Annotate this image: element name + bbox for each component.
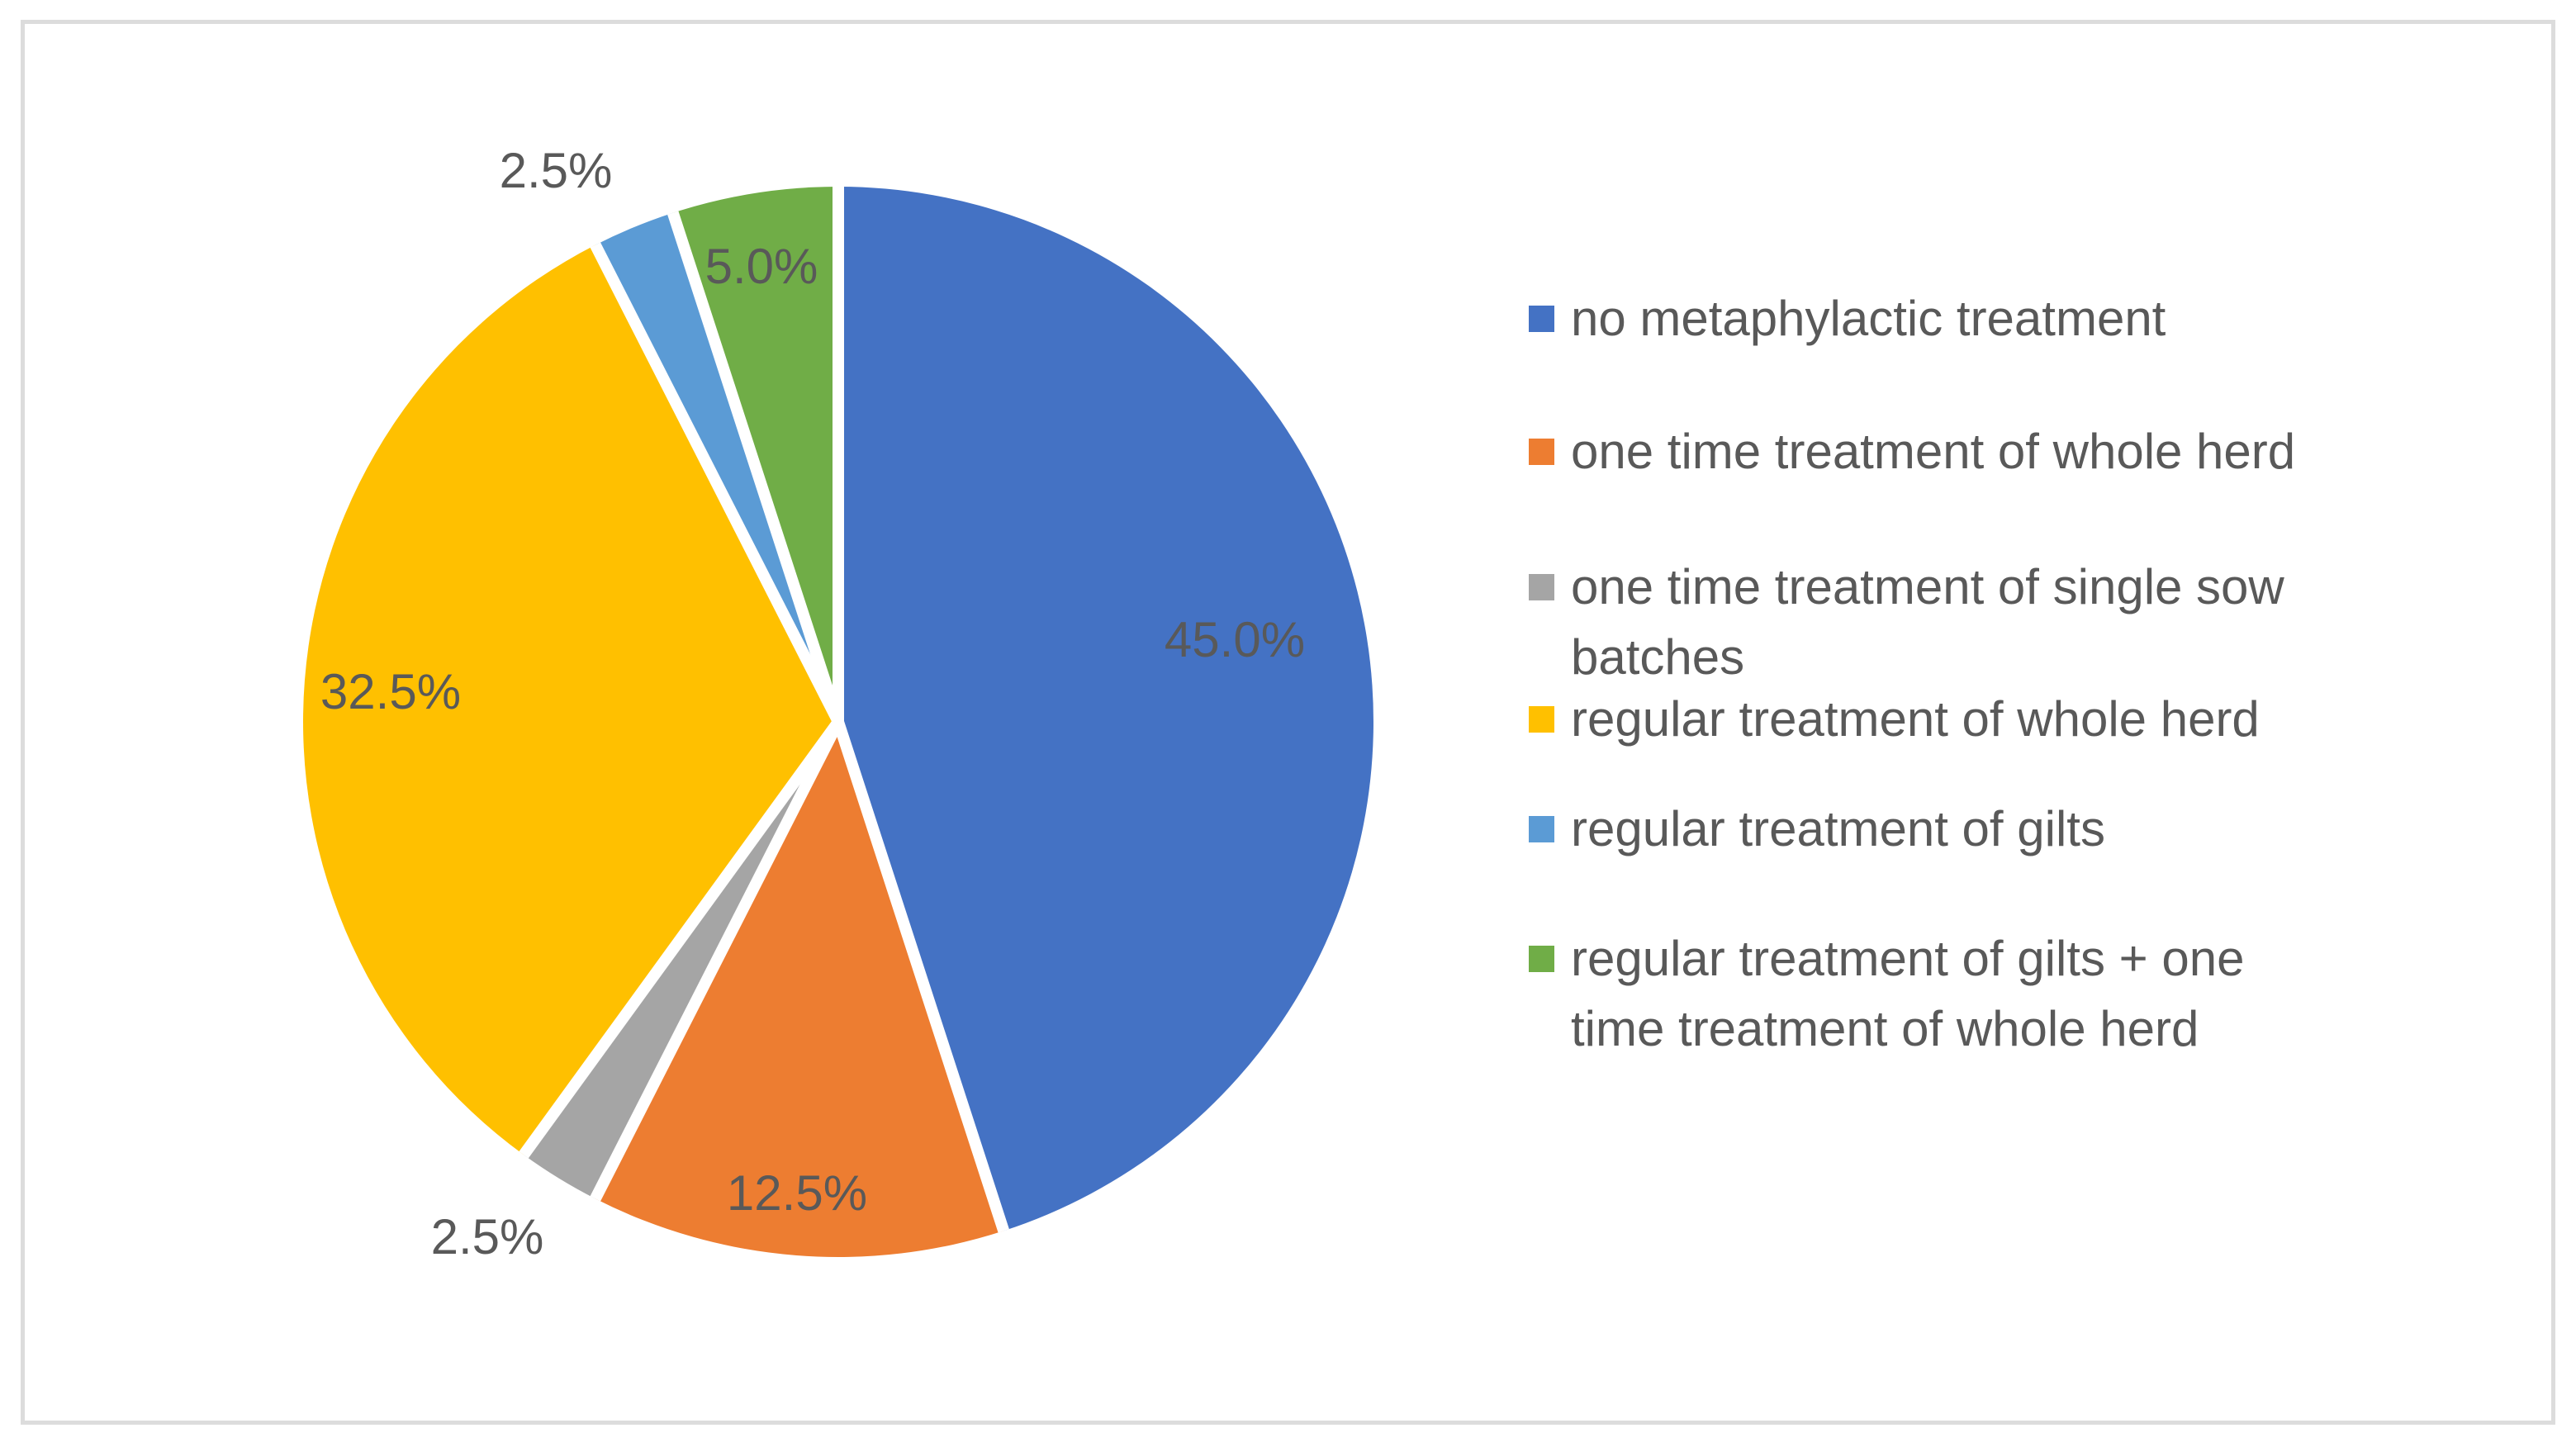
legend-swatch-icon bbox=[1529, 305, 1554, 332]
pie-slice-1 bbox=[838, 187, 1373, 1231]
legend-item-6: regular treatment of gilts + one time tr… bbox=[1529, 923, 2503, 1064]
legend-swatch-icon bbox=[1529, 815, 1554, 842]
legend-swatch-icon bbox=[1529, 438, 1554, 465]
legend-item-3: one time treatment of single sow batches bbox=[1529, 552, 2503, 692]
legend-item-label: one time treatment of single sow batches bbox=[1571, 558, 2284, 685]
slice-separator bbox=[519, 718, 843, 1159]
legend-item-label: no metaphylactic treatment bbox=[1571, 290, 2166, 346]
legend-item-label: regular treatment of gilts + one time tr… bbox=[1571, 930, 2245, 1056]
data-label-4: 32.5% bbox=[320, 664, 462, 719]
slice-separator bbox=[833, 719, 1009, 1233]
data-label-6: 5.0% bbox=[704, 239, 818, 294]
pie-slice-3 bbox=[524, 722, 838, 1199]
slice-separator bbox=[590, 242, 844, 725]
legend-swatch-icon bbox=[1529, 705, 1554, 733]
legend-item-label: one time treatment of whole herd bbox=[1571, 423, 2296, 479]
legend-swatch-icon bbox=[1529, 573, 1554, 600]
legend-item-label: regular treatment of whole herd bbox=[1571, 690, 2260, 747]
legend-item-1: no metaphylactic treatment bbox=[1529, 283, 2503, 353]
data-label-1: 45.0% bbox=[1164, 612, 1306, 667]
data-label-3: 2.5% bbox=[430, 1209, 544, 1264]
pie-slice-2 bbox=[595, 722, 1004, 1257]
legend-item-5: regular treatment of gilts bbox=[1529, 794, 2503, 864]
slice-separator bbox=[590, 719, 844, 1202]
legend-item-label: regular treatment of gilts bbox=[1571, 800, 2105, 856]
legend-item-2: one time treatment of whole herd bbox=[1529, 416, 2503, 486]
slice-separator bbox=[667, 211, 844, 724]
data-label-2: 12.5% bbox=[726, 1165, 868, 1221]
data-label-5: 2.5% bbox=[499, 143, 613, 198]
legend-item-4: regular treatment of whole herd bbox=[1529, 684, 2503, 754]
legend-swatch-icon bbox=[1529, 945, 1554, 972]
pie-slice-4 bbox=[303, 244, 839, 1155]
